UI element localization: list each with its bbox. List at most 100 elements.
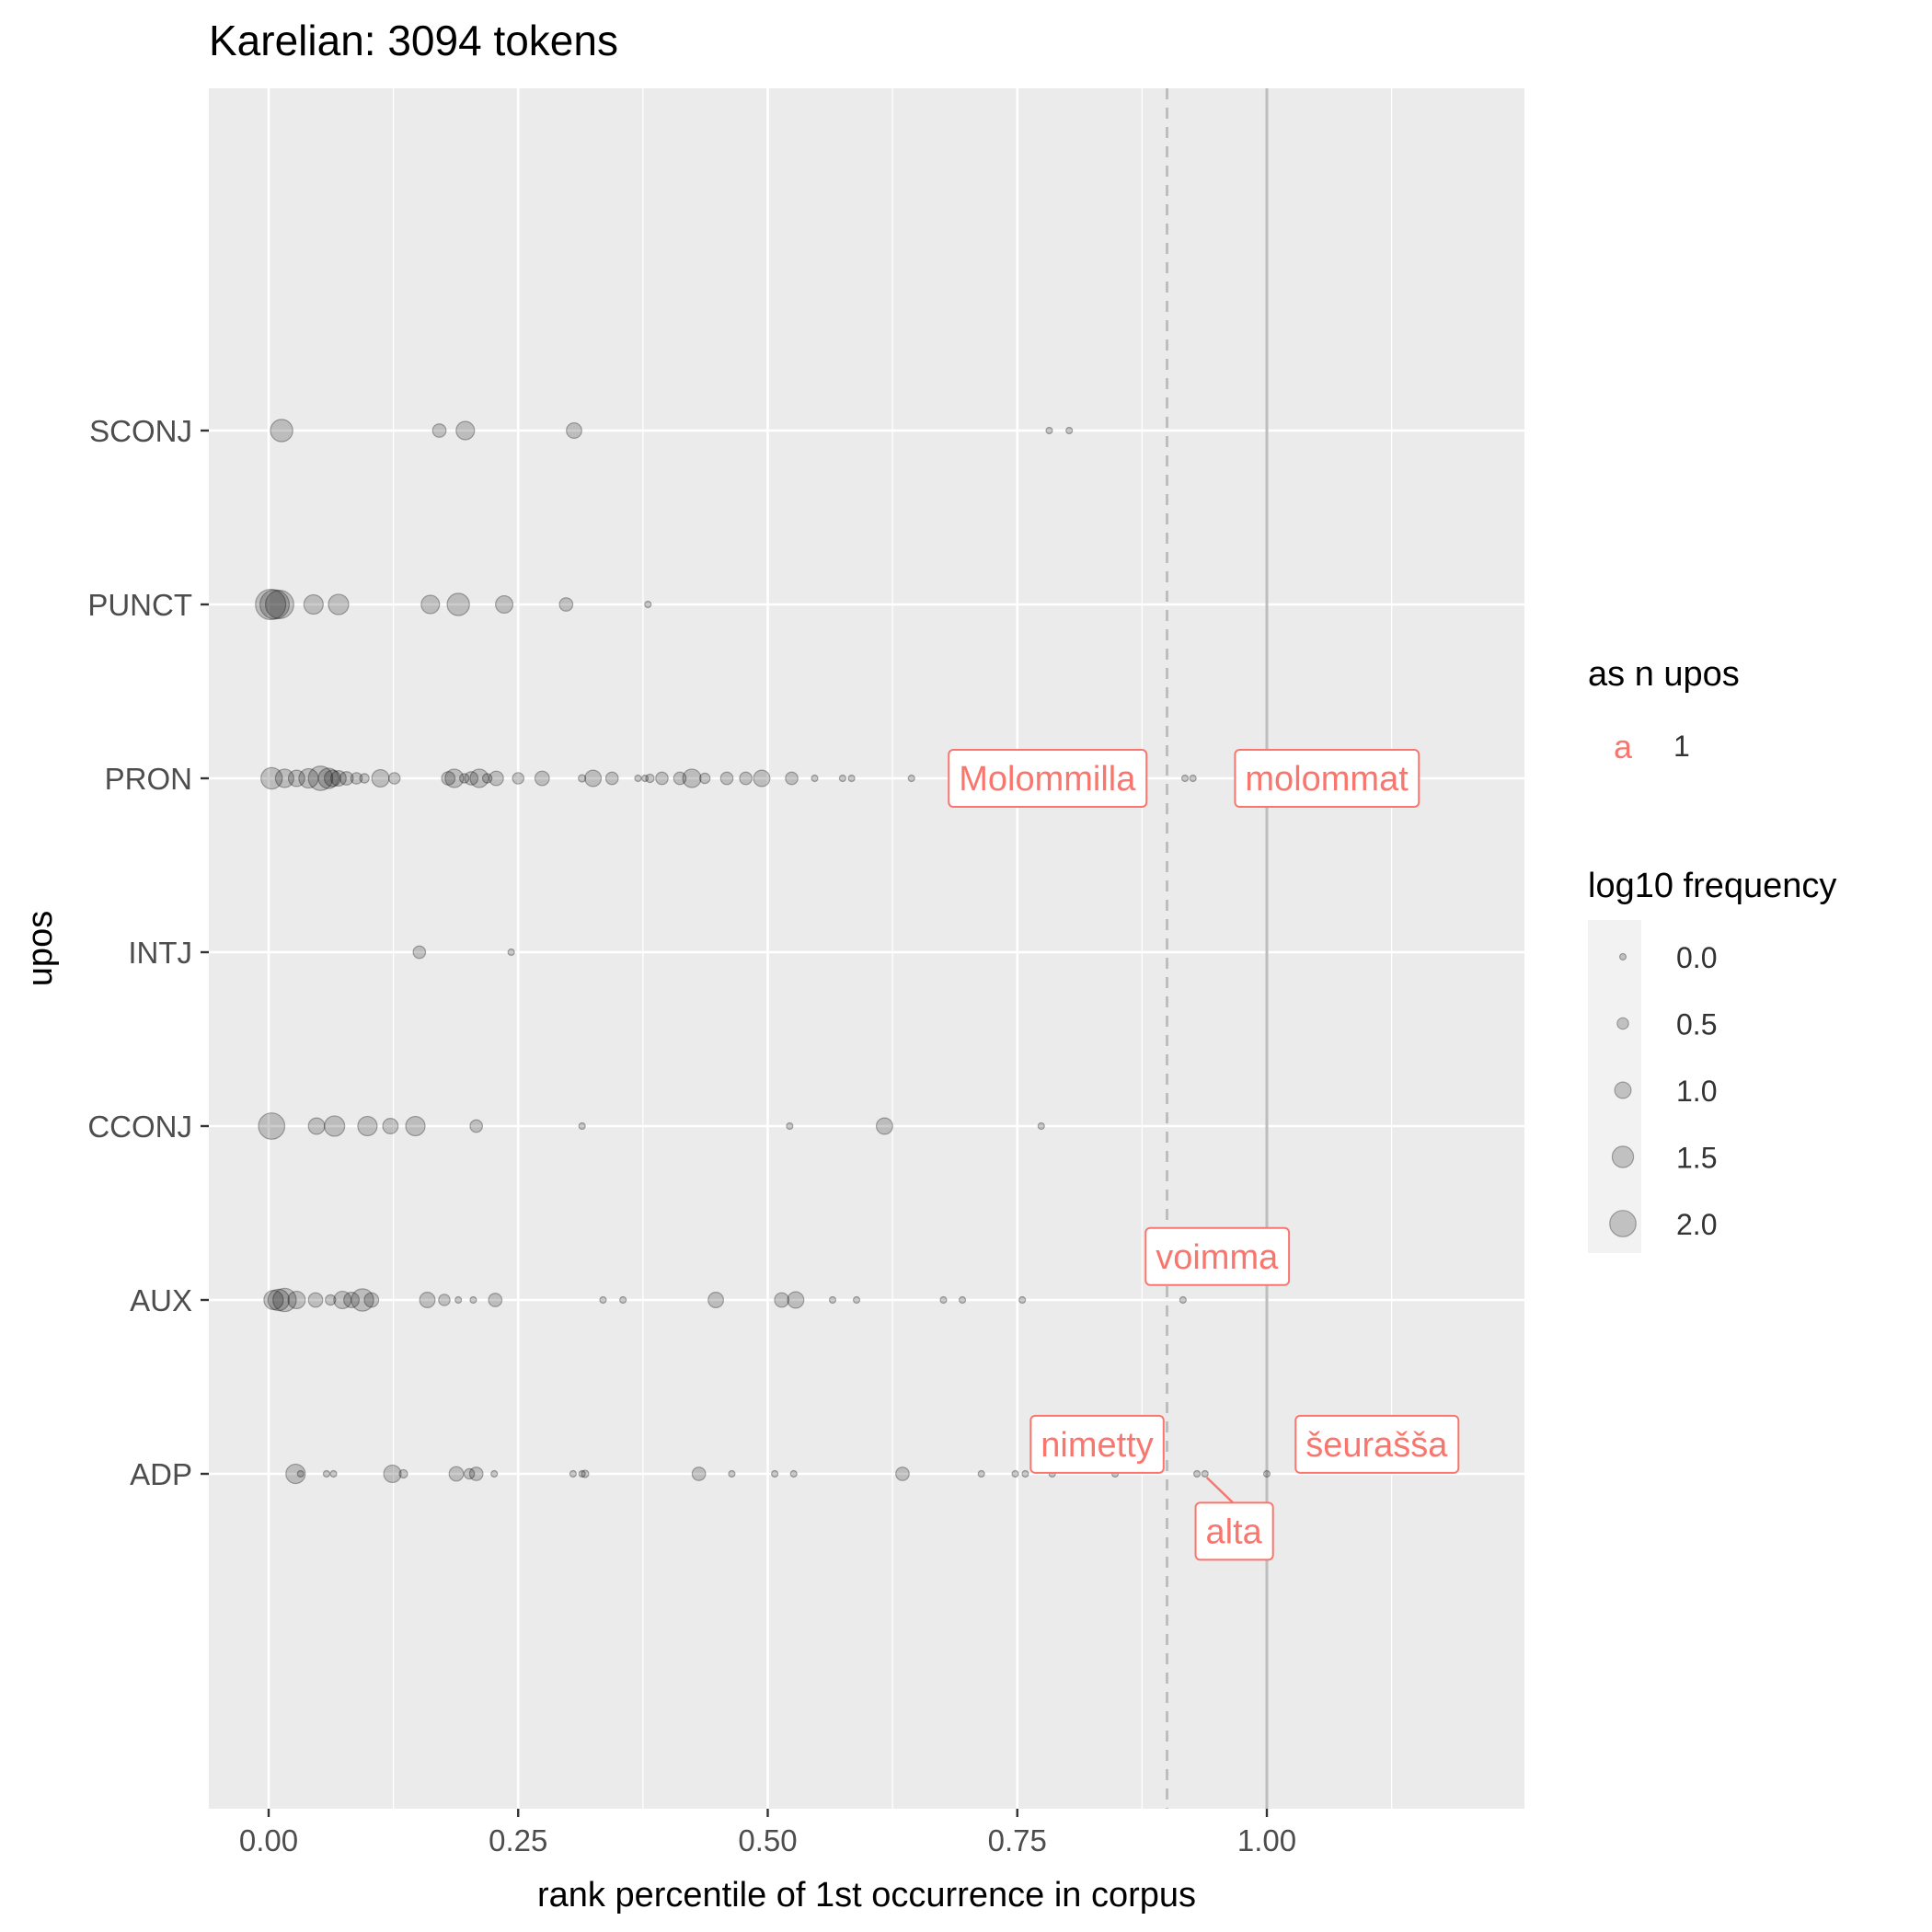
data-point [739, 771, 753, 786]
data-point [298, 767, 319, 789]
data-point [363, 1292, 380, 1308]
data-point [698, 772, 711, 785]
data-point [307, 1117, 326, 1135]
data-point [444, 768, 465, 788]
data-point [753, 769, 771, 788]
data-point [634, 774, 642, 783]
data-point [512, 772, 525, 785]
data-point [454, 1295, 463, 1305]
data-point [774, 1292, 790, 1308]
data-point [507, 948, 515, 957]
y-axis-title: upos [21, 911, 60, 986]
data-point [419, 1292, 436, 1308]
data-point [558, 597, 574, 612]
data-point [398, 1468, 408, 1479]
data-point [328, 593, 350, 615]
point-label-box [1144, 1226, 1291, 1286]
data-point [847, 774, 856, 783]
data-point [469, 768, 489, 788]
data-point [448, 1466, 465, 1482]
chart-title: Karelian: 3094 tokens [209, 17, 618, 64]
legend-size-point [1611, 1145, 1635, 1168]
data-point [325, 1294, 337, 1306]
legend-color-title: as n upos [1588, 655, 1740, 694]
data-point [907, 774, 915, 783]
data-point [287, 769, 305, 788]
data-point [463, 1467, 476, 1480]
data-point [1201, 1469, 1209, 1478]
data-point [1011, 1469, 1019, 1478]
data-point [1192, 1469, 1202, 1478]
y-tick-label: INTJ [128, 936, 192, 970]
data-point [446, 592, 470, 616]
data-point [599, 1295, 607, 1305]
data-point [1045, 426, 1053, 435]
data-point [264, 590, 294, 619]
data-point [578, 1469, 586, 1478]
data-point [464, 771, 479, 786]
x-tick-label: 0.75 [988, 1823, 1047, 1857]
point-label: nimetty [1041, 1426, 1153, 1465]
data-point [323, 1115, 346, 1137]
data-point [296, 1469, 305, 1478]
points-layer [255, 419, 1271, 1485]
y-tick-label: ADP [130, 1457, 192, 1491]
data-point [455, 420, 476, 441]
data-point [343, 1292, 361, 1308]
data-point [728, 1469, 736, 1478]
data-point [645, 773, 655, 784]
data-point [383, 1464, 402, 1484]
data-point [673, 771, 687, 786]
data-point [263, 1289, 284, 1311]
data-point [811, 774, 819, 783]
data-point [307, 765, 334, 791]
legend-size-point [1609, 1210, 1637, 1237]
data-point [1262, 1469, 1271, 1478]
legend-size-label: 0.0 [1676, 941, 1717, 974]
legend-size-label: 1.0 [1676, 1075, 1717, 1108]
data-point [939, 1295, 948, 1305]
y-tick-label: SCONJ [89, 414, 192, 448]
data-point [351, 1288, 374, 1312]
data-point [785, 771, 799, 786]
point-label-box [1029, 1414, 1165, 1474]
data-point [1189, 774, 1197, 783]
data-point [329, 1469, 338, 1478]
data-point [1179, 1295, 1187, 1305]
data-point [488, 770, 504, 787]
point-label-box [1194, 1501, 1274, 1561]
data-point [1065, 426, 1074, 435]
data-point [317, 767, 339, 789]
data-point [640, 774, 650, 783]
legend-color-key: a [1614, 728, 1633, 765]
data-point [719, 771, 734, 786]
x-axis: 0.00 0.25 0.50 0.75 1.00 [239, 1809, 1296, 1857]
data-point [260, 766, 283, 790]
point-label-box [948, 749, 1148, 808]
legend-size-key-background [1588, 920, 1641, 1253]
data-point [468, 1466, 484, 1481]
point-label: voimma [1156, 1238, 1279, 1277]
data-point [488, 1293, 503, 1307]
data-point [584, 769, 603, 788]
data-point [977, 1469, 985, 1478]
data-point [707, 1292, 725, 1308]
data-point [272, 1287, 297, 1313]
data-point [1018, 1295, 1027, 1305]
y-tick-label: PUNCT [87, 588, 192, 622]
data-point [303, 593, 324, 615]
data-point [458, 773, 470, 784]
data-point [787, 1291, 805, 1309]
y-tick-label: PRON [105, 762, 192, 796]
y-axis: ADP AUX CCONJ INTJ PRON PUNCT SCONJ [87, 414, 209, 1491]
legend-size-label: 0.5 [1676, 1008, 1717, 1041]
legend-size-point [1616, 1017, 1629, 1030]
data-point [387, 772, 401, 785]
plot-panel [209, 88, 1524, 1809]
data-point [469, 1119, 484, 1133]
data-point [875, 1117, 893, 1135]
data-point [619, 1295, 627, 1305]
data-point [644, 600, 652, 609]
data-point [382, 1118, 399, 1134]
